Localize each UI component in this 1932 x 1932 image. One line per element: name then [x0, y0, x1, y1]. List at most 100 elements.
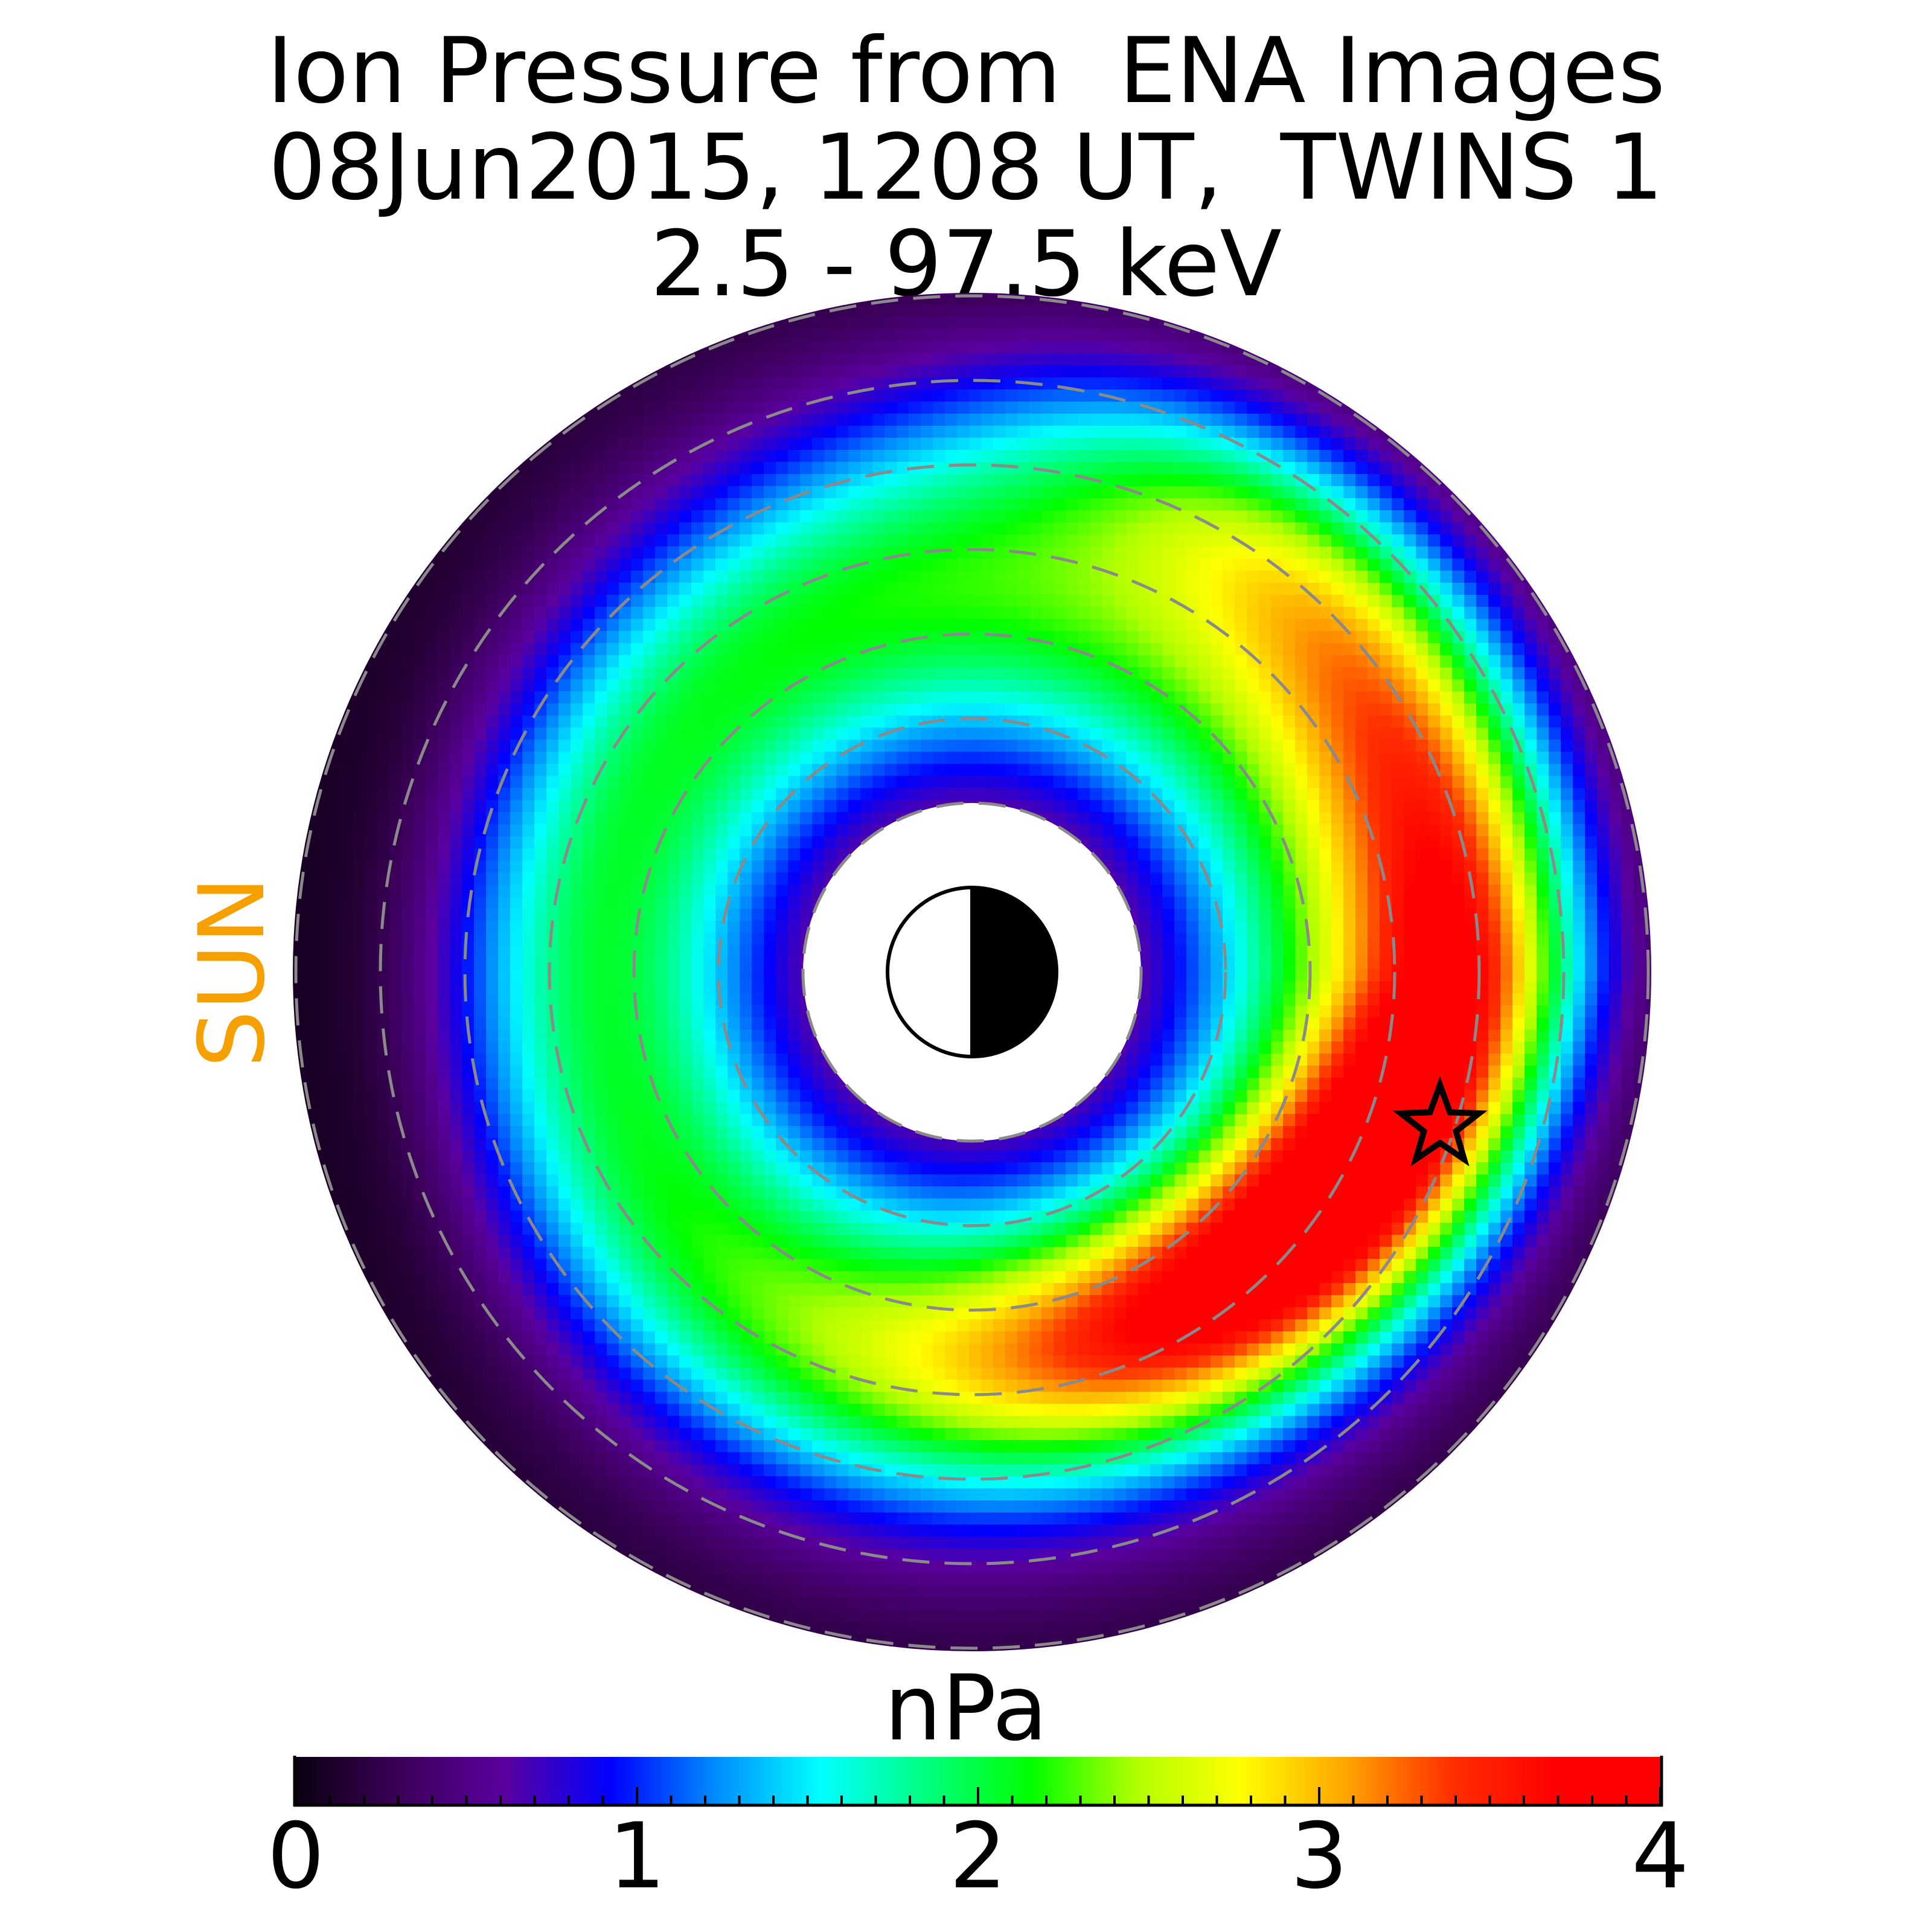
heatmap-cell: [993, 389, 1006, 402]
heatmap-cell: [703, 486, 716, 499]
heatmap-cell: [1609, 728, 1622, 740]
heatmap-cell: [1452, 921, 1465, 933]
heatmap-cell: [595, 848, 607, 861]
heatmap-cell: [655, 655, 668, 668]
heatmap-cell: [776, 534, 788, 547]
heatmap-cell: [800, 438, 813, 450]
heatmap-cell: [1211, 389, 1223, 402]
heatmap-cell: [897, 510, 909, 523]
heatmap-cell: [691, 631, 704, 644]
heatmap-cell: [1054, 788, 1066, 801]
heatmap-cell: [860, 631, 873, 644]
heatmap-cell: [921, 776, 933, 788]
heatmap-cell: [1343, 945, 1356, 958]
heatmap-cell: [474, 921, 487, 933]
heatmap-cell: [655, 764, 668, 776]
heatmap-cell: [728, 534, 740, 547]
heatmap-cell: [401, 884, 414, 897]
heatmap-cell: [631, 691, 644, 704]
heatmap-cell: [1561, 897, 1573, 909]
heatmap-cell: [1126, 329, 1139, 342]
heatmap-cell: [1367, 945, 1380, 958]
heatmap-cell: [595, 921, 607, 933]
heatmap-cell: [1355, 498, 1368, 511]
heatmap-cell: [1041, 764, 1054, 776]
heatmap-cell: [993, 631, 1006, 644]
heatmap-cell: [679, 691, 692, 704]
heatmap-cell: [1162, 365, 1175, 378]
heatmap-cell: [1452, 884, 1465, 897]
heatmap-cell: [401, 655, 414, 668]
heatmap-cell: [667, 764, 680, 776]
heatmap-cell: [969, 703, 982, 716]
heatmap-cell: [957, 329, 970, 342]
heatmap-cell: [1343, 860, 1356, 873]
heatmap-cell: [353, 884, 366, 897]
heatmap-cell: [389, 740, 402, 752]
heatmap-cell: [365, 897, 378, 909]
heatmap-cell: [993, 305, 1006, 318]
heatmap-cell: [812, 619, 825, 632]
heatmap-cell: [1295, 860, 1308, 873]
heatmap-cell: [1367, 619, 1380, 632]
heatmap-cell: [715, 401, 728, 414]
heatmap-cell: [1259, 341, 1271, 354]
heatmap-cell: [860, 848, 873, 861]
heatmap-cell: [1464, 788, 1477, 801]
heatmap-cell: [1331, 583, 1344, 595]
heatmap-cell: [1186, 691, 1199, 704]
heatmap-cell: [426, 909, 438, 921]
heatmap-cell: [655, 450, 668, 462]
heatmap-cell: [1307, 426, 1320, 438]
heatmap-cell: [1307, 643, 1320, 656]
heatmap-cell: [1343, 583, 1356, 595]
heatmap-cell: [836, 764, 849, 776]
heatmap-cell: [583, 703, 595, 716]
heatmap-cell: [969, 583, 982, 595]
heatmap-cell: [426, 812, 438, 825]
heatmap-cell: [728, 981, 740, 994]
heatmap-cell: [1029, 450, 1042, 462]
heatmap-cell: [897, 558, 909, 571]
heatmap-cell: [1537, 728, 1549, 740]
heatmap-cell: [1355, 619, 1368, 632]
heatmap-cell: [1102, 583, 1115, 595]
heatmap-cell: [1524, 715, 1537, 728]
heatmap-cell: [1198, 909, 1211, 921]
heatmap-cell: [1488, 752, 1501, 764]
heatmap-cell: [1573, 848, 1585, 861]
heatmap-cell: [1295, 607, 1308, 619]
heatmap-cell: [752, 438, 764, 450]
heatmap-cell: [607, 860, 619, 873]
heatmap-cell: [1283, 426, 1296, 438]
heatmap-cell: [1367, 981, 1380, 994]
heatmap-cell: [1235, 619, 1247, 632]
heatmap-cell: [1054, 305, 1066, 318]
heatmap-cell: [812, 921, 825, 933]
heatmap-cell: [643, 546, 656, 559]
heatmap-cell: [1573, 691, 1585, 704]
heatmap-cell: [1585, 800, 1598, 813]
heatmap-cell: [1319, 788, 1332, 801]
heatmap-cell: [1633, 957, 1646, 970]
heatmap-cell: [583, 426, 595, 438]
heatmap-cell: [812, 401, 825, 414]
heatmap-cell: [365, 812, 378, 825]
heatmap-cell: [619, 510, 632, 523]
heatmap-cell: [1633, 945, 1646, 958]
heatmap-cell: [438, 945, 450, 958]
heatmap-cell: [1549, 655, 1561, 668]
heatmap-cell: [848, 462, 861, 475]
heatmap-cell: [1609, 909, 1622, 921]
heatmap-cell: [1295, 571, 1308, 583]
heatmap-cell: [583, 969, 595, 982]
heatmap-cell: [1380, 534, 1392, 547]
heatmap-cell: [414, 715, 426, 728]
heatmap-cell: [462, 824, 475, 837]
heatmap-cell: [1343, 486, 1356, 499]
heatmap-cell: [812, 558, 825, 571]
heatmap-cell: [341, 691, 354, 704]
heatmap-cell: [800, 836, 813, 849]
heatmap-cell: [1355, 450, 1368, 462]
heatmap-cell: [498, 619, 511, 632]
